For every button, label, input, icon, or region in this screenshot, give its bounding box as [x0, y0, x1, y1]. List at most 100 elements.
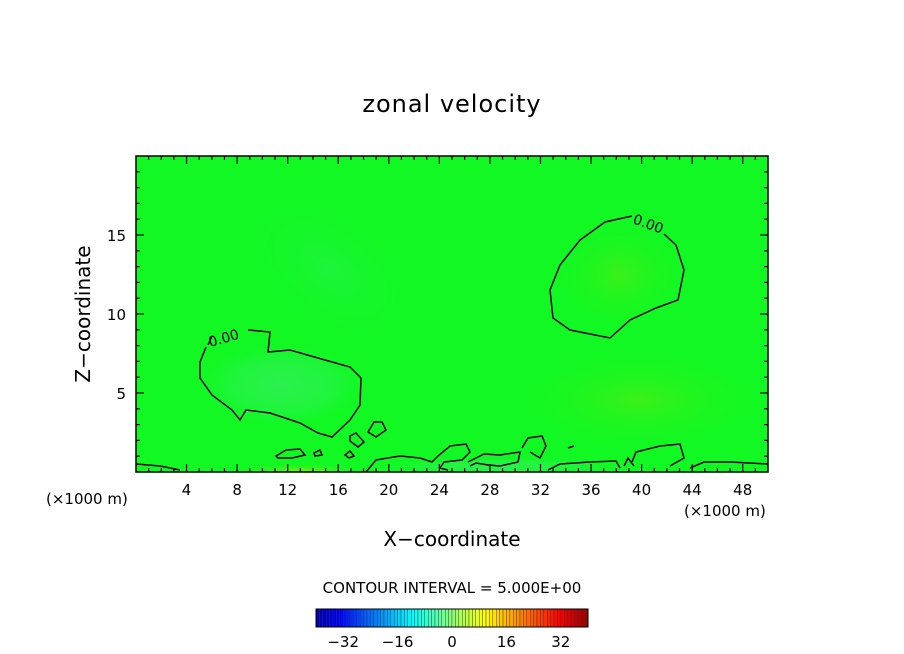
colorbar-cell — [353, 608, 357, 628]
colorbar-cell — [445, 608, 449, 628]
colorbar-cell — [390, 608, 395, 628]
colorbar-tick-label: 32 — [551, 633, 570, 651]
x-tick-label: 40 — [632, 481, 651, 499]
colorbar-cell — [581, 608, 585, 628]
colorbar-cell — [472, 608, 476, 628]
colorbar-cell — [370, 608, 374, 628]
colorbar-cell — [346, 608, 351, 628]
x-tick-label: 32 — [531, 481, 550, 499]
colorbar-cell — [387, 608, 391, 628]
colorbar-cell — [516, 608, 521, 628]
colorbar-cell — [564, 608, 568, 628]
colorbar-cell — [530, 608, 534, 628]
contour-small-1 — [274, 448, 307, 459]
colorbar-cell — [492, 608, 497, 628]
colorbar-cell — [315, 608, 320, 628]
contour-interval-text: CONTOUR INTERVAL = 5.000E+00 — [323, 579, 582, 597]
colorbar-cell — [557, 608, 562, 628]
colorbar-cell — [339, 608, 344, 628]
colorbar-cell — [482, 608, 487, 628]
colorbar-cell — [489, 608, 493, 628]
colorbar-cell — [360, 608, 364, 628]
y-tick-label: 5 — [116, 385, 126, 403]
colorbar-cell — [584, 608, 589, 628]
colorbar-cell — [526, 608, 531, 628]
colorbar-cell — [332, 608, 337, 628]
colorbar-cell — [513, 608, 517, 628]
colorbar-cell — [397, 608, 402, 628]
x-tick-label: 12 — [278, 481, 297, 499]
colorbar-cell — [560, 608, 565, 628]
colorbar-cell — [462, 608, 466, 628]
contour-small-5 — [343, 449, 356, 459]
colorbar-cell — [400, 608, 405, 628]
chart-title: zonal velocity — [362, 90, 541, 118]
colorbar-cell — [343, 608, 347, 628]
zero-contours — [136, 215, 768, 472]
y-tick-label: 10 — [107, 306, 126, 324]
y-axis-label: Z−coordinate — [71, 245, 95, 382]
x-axis-label: X−coordinate — [383, 527, 520, 551]
colorbar-cell — [547, 608, 551, 628]
colorbar-cell — [536, 608, 541, 628]
colorbar-cell — [434, 608, 439, 628]
heatmap-region-upper-right — [545, 215, 695, 335]
colorbar-cell — [424, 608, 429, 628]
colorbar-cell — [363, 608, 368, 628]
colorbar-cell — [441, 608, 446, 628]
colorbar-cell — [567, 608, 572, 628]
heatmap-region-low-negative — [192, 340, 372, 430]
colorbar-cell — [455, 608, 459, 628]
colorbar-cell — [377, 608, 381, 628]
colorbar-cell — [540, 608, 545, 628]
colorbar-cell — [431, 608, 436, 628]
colorbar-cell — [411, 608, 415, 628]
contour-left-blob — [199, 329, 362, 438]
colorbar-cell — [428, 608, 432, 628]
colorbar-cell — [417, 608, 422, 628]
heatmap-region-right-low — [500, 345, 768, 455]
colorbar-cell — [329, 608, 334, 628]
x-tick-label: 24 — [430, 481, 449, 499]
colorbar-cell — [322, 608, 327, 628]
colorbar-cell — [373, 608, 378, 628]
colorbar-cell — [394, 608, 398, 628]
colorbar-cell — [475, 608, 480, 628]
colorbar-cell — [404, 608, 408, 628]
x-tick-label: 44 — [683, 481, 702, 499]
colorbar-cell — [523, 608, 528, 628]
x-unit-label-right: (×1000 m) — [684, 502, 766, 520]
colorbar-tick-label: −32 — [327, 633, 359, 651]
colorbar-cell — [421, 608, 425, 628]
x-tick-label: 36 — [581, 481, 600, 499]
y-axis-ticks: 5 10 15 — [107, 171, 768, 457]
colorbar-tick-label: −16 — [382, 633, 414, 651]
colorbar-cell — [543, 608, 548, 628]
colorbar-tick-label: 0 — [447, 633, 457, 651]
y-tick-label: 15 — [107, 227, 126, 245]
contour-small-4 — [366, 421, 387, 438]
colorbar-cell — [414, 608, 419, 628]
heatmap-region-upper-left — [223, 180, 437, 360]
colorbar-cell — [366, 608, 371, 628]
colorbar-cell — [407, 608, 412, 628]
colorbar-cell — [479, 608, 483, 628]
x-tick-label: 8 — [232, 481, 242, 499]
colorbar-cell — [383, 608, 388, 628]
contour-small-2 — [313, 448, 324, 457]
colorbar-cell — [349, 608, 354, 628]
colorbar-cell — [465, 608, 470, 628]
colorbar-ticks: −32 −16 0 16 32 — [327, 633, 570, 651]
colorbar-cell — [356, 608, 361, 628]
heatmap-field — [136, 156, 768, 472]
colorbar-cell — [553, 608, 558, 628]
colorbar — [315, 608, 589, 628]
colorbar-cell — [438, 608, 442, 628]
colorbar-cell — [319, 608, 323, 628]
x-tick-label: 4 — [182, 481, 192, 499]
heatmap-region-bottom-cool — [370, 457, 630, 472]
colorbar-cell — [574, 608, 579, 628]
colorbar-cell — [468, 608, 473, 628]
colorbar-cell — [499, 608, 504, 628]
colorbar-cell — [570, 608, 575, 628]
